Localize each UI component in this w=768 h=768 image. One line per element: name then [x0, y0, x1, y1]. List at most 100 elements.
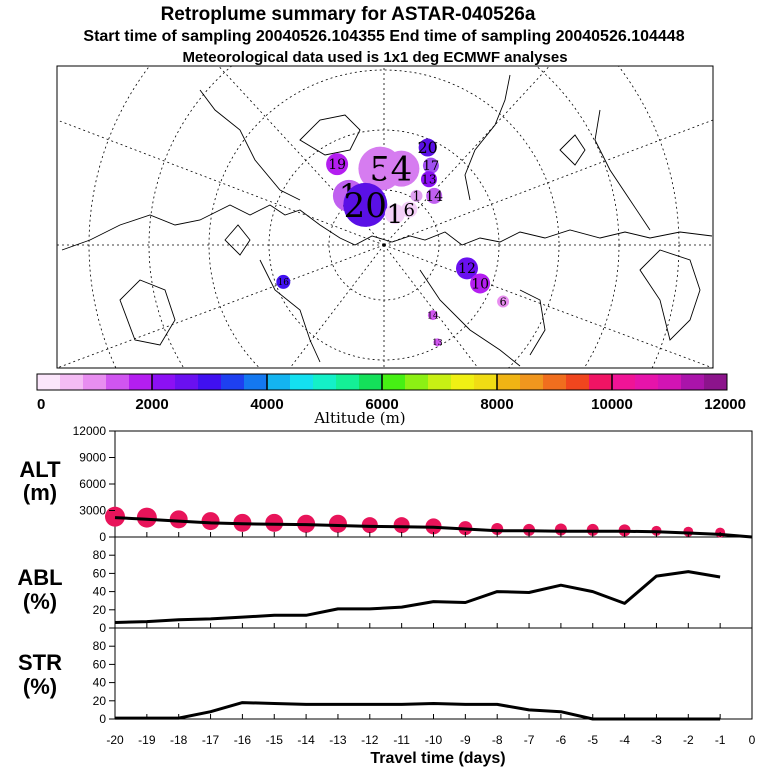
abl-panel-unit: (%)	[23, 589, 57, 614]
y-tick-label: 9000	[79, 451, 106, 465]
alt-panel-title: ALT	[19, 457, 61, 482]
polar-map: 20195417131201146112101661413	[56, 65, 714, 369]
plume-day-label: 20	[417, 138, 437, 157]
x-tick-label: -11	[393, 733, 410, 747]
colorbar-swatch	[313, 374, 337, 390]
x-tick-label: -12	[361, 733, 379, 747]
colorbar-swatch	[658, 374, 682, 390]
plume-day-label: 14	[425, 189, 443, 205]
plume-day-label: 10	[471, 276, 489, 292]
plume-day-label: 13	[432, 338, 442, 347]
plume-day-label: 19	[328, 157, 346, 173]
colorbar-swatch	[520, 374, 544, 390]
plume-blob	[426, 187, 443, 204]
colorbar-swatch	[704, 374, 728, 390]
colorbar-swatch	[359, 374, 383, 390]
plume-blob	[433, 338, 442, 347]
colorbar-swatch	[221, 374, 245, 390]
alt-panel-unit: (m)	[23, 480, 57, 505]
x-tick-label: -4	[619, 733, 630, 747]
colorbar-swatch	[474, 374, 498, 390]
x-tick-label: -2	[683, 733, 694, 747]
colorbar-swatch	[175, 374, 199, 390]
colorbar-swatch	[336, 374, 360, 390]
y-tick-label: 6000	[79, 477, 106, 491]
plume-blob	[410, 189, 423, 202]
plume-blob	[401, 201, 418, 218]
plume-day-label: 20	[344, 186, 387, 226]
plume-day-label: 6	[404, 200, 415, 221]
colorbar-swatch	[382, 374, 406, 390]
x-tick-label: -8	[492, 733, 503, 747]
plume-day-label: 12	[458, 261, 476, 277]
coastlines	[61, 74, 713, 367]
plume-day-label: 14	[427, 311, 439, 321]
y-tick-label: 20	[93, 603, 107, 617]
x-tick-label: -3	[651, 733, 662, 747]
y-tick-label: 20	[93, 694, 107, 708]
colorbar-tick-label: 12000	[704, 396, 746, 413]
colorbar-swatch	[451, 374, 475, 390]
x-tick-label: -5	[587, 733, 598, 747]
plume-blob	[276, 274, 291, 289]
y-tick-label: 40	[93, 585, 107, 599]
colorbar-swatch	[198, 374, 222, 390]
x-tick-label: -19	[138, 733, 156, 747]
plume-blob	[326, 153, 349, 176]
y-tick-label: 60	[93, 566, 107, 580]
x-tick-label: -14	[297, 733, 315, 747]
str-panel-frame	[114, 627, 753, 720]
axis-layer: 030006000900012000020406080020406080-20-…	[73, 424, 756, 747]
plume-blob	[384, 203, 405, 224]
plume-day-label: 17	[423, 159, 440, 174]
altitude-dot	[201, 512, 220, 531]
plume-blob	[422, 157, 439, 174]
plume-day-label: 5	[370, 150, 392, 190]
x-tick-label: -13	[329, 733, 347, 747]
colorbar-tick-label: 2000	[135, 396, 168, 413]
map-frame	[56, 65, 714, 369]
colorbar-swatch	[129, 374, 153, 390]
altitude-dot	[393, 517, 410, 534]
x-tick-label: -15	[266, 733, 284, 747]
colorbar-swatch	[290, 374, 314, 390]
altitude-dot	[136, 507, 157, 528]
series-layer	[105, 506, 753, 721]
time-series-panels: ALT (m) ABL (%) STR (%) 0300060009000120…	[17, 424, 755, 747]
colorbar-swatch	[267, 374, 291, 390]
abl-panel-frame	[114, 536, 753, 629]
colorbar-tick-label: 6000	[365, 396, 398, 413]
y-tick-label: 40	[93, 676, 107, 690]
colorbar-swatch	[681, 374, 705, 390]
colorbar-swatch	[612, 374, 636, 390]
altitude-dot	[169, 510, 188, 529]
plume-day-label: 4	[391, 150, 413, 190]
colorbar-swatch	[543, 374, 567, 390]
colorbar-swatch	[566, 374, 590, 390]
plume-blob	[497, 295, 510, 308]
y-tick-label: 3000	[79, 504, 106, 518]
sampling-times: Start time of sampling 20040526.104355 E…	[83, 28, 684, 45]
x-tick-label: -10	[425, 733, 443, 747]
plume-day-label: 6	[500, 295, 507, 308]
y-tick-label: 0	[99, 530, 106, 544]
colorbar-swatch	[589, 374, 613, 390]
plume-markers: 20195417131201146112101661413	[276, 138, 510, 347]
x-tick-label: -7	[524, 733, 535, 747]
plume-blob	[418, 138, 437, 157]
plume-blob	[420, 171, 437, 188]
colorbar-tick-label: 8000	[480, 396, 513, 413]
plume-blob	[456, 257, 478, 280]
y-tick-label: 80	[93, 548, 107, 562]
x-tick-label: 0	[749, 733, 756, 747]
str-panel-unit: (%)	[23, 674, 57, 699]
abl-panel-title: ABL	[17, 565, 62, 590]
colorbar-tick-label: 4000	[250, 396, 283, 413]
colorbar-swatch	[497, 374, 521, 390]
x-tick-label: -6	[556, 733, 567, 747]
colorbar-tick-label: 0	[37, 396, 45, 413]
x-tick-label: -17	[202, 733, 220, 747]
x-axis-label: Travel time (days)	[370, 750, 505, 767]
colorbar-swatch	[83, 374, 107, 390]
